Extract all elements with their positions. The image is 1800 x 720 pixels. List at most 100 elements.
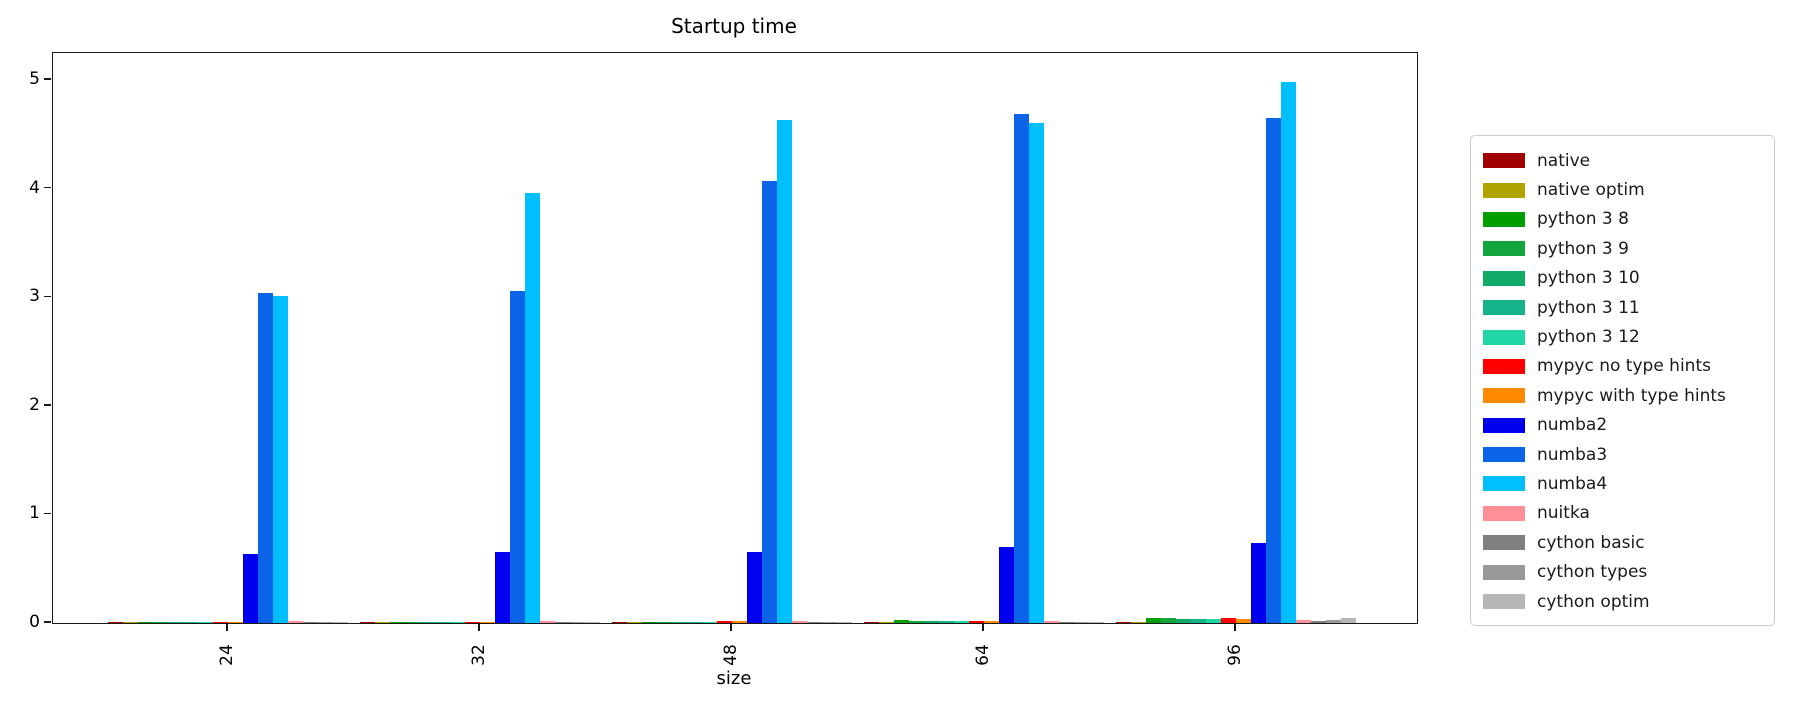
bar-python-3-12-96 xyxy=(1206,618,1221,623)
bar-native-optim-32 xyxy=(375,622,390,623)
y-tick-label: 4 xyxy=(29,177,40,198)
legend-label: native optim xyxy=(1537,180,1645,201)
legend-label: python 3 9 xyxy=(1537,238,1629,259)
bar-numba3-48 xyxy=(762,181,777,623)
legend-label: python 3 11 xyxy=(1537,297,1640,318)
legend-label: mypyc with type hints xyxy=(1537,385,1726,406)
legend-label: numba2 xyxy=(1537,415,1608,436)
legend-label: numba3 xyxy=(1537,444,1608,465)
legend-item-mypyc-no-type-hints: mypyc no type hints xyxy=(1483,352,1774,381)
bar-numba2-96 xyxy=(1251,542,1266,623)
bar-numba3-64 xyxy=(1014,113,1029,623)
bar-python-3-9-24 xyxy=(153,621,168,623)
bar-cython-types-32 xyxy=(570,622,585,623)
legend-item-numba3: numba3 xyxy=(1483,440,1774,469)
x-tick-label: 64 xyxy=(973,644,993,666)
legend-label: python 3 10 xyxy=(1537,268,1640,289)
x-tick-mark xyxy=(730,623,732,631)
bar-cython-types-24 xyxy=(318,622,333,623)
y-tick-mark xyxy=(44,621,51,623)
bar-python-3-10-64 xyxy=(924,620,939,623)
bar-mypyc-no-type-hints-48 xyxy=(717,621,732,623)
legend-item-python-3-11: python 3 11 xyxy=(1483,293,1774,322)
bar-numba2-48 xyxy=(747,552,762,623)
legend-label: numba4 xyxy=(1537,473,1608,494)
legend-item-numba4: numba4 xyxy=(1483,469,1774,498)
bar-cython-types-48 xyxy=(822,622,837,623)
bar-native-64 xyxy=(864,621,879,623)
legend-label: native xyxy=(1537,150,1591,171)
legend-swatch-icon xyxy=(1483,329,1525,345)
bar-cython-optim-64 xyxy=(1089,621,1104,623)
legend-item-cython-types: cython types xyxy=(1483,557,1774,586)
bar-mypyc-with-type-hints-48 xyxy=(732,621,747,623)
y-tick-label: 5 xyxy=(29,69,40,90)
bar-nuitka-48 xyxy=(792,621,807,623)
bar-native-optim-96 xyxy=(1131,621,1146,623)
bar-numba4-32 xyxy=(525,193,540,623)
bar-cython-basic-48 xyxy=(807,622,822,623)
legend-item-cython-optim: cython optim xyxy=(1483,587,1774,616)
bar-numba4-48 xyxy=(777,120,792,623)
bar-python-3-10-24 xyxy=(168,621,183,623)
legend-label: python 3 8 xyxy=(1537,209,1629,230)
bar-cython-basic-24 xyxy=(303,622,318,623)
legend-swatch-icon xyxy=(1483,182,1525,198)
bar-cython-basic-32 xyxy=(555,622,570,623)
y-tick-label: 2 xyxy=(29,394,40,415)
legend-swatch-icon xyxy=(1483,211,1525,227)
legend-item-python-3-9: python 3 9 xyxy=(1483,234,1774,263)
bar-python-3-9-64 xyxy=(909,620,924,623)
bar-mypyc-with-type-hints-96 xyxy=(1236,618,1251,623)
chart-title: Startup time xyxy=(671,14,797,38)
plot-area xyxy=(52,52,1418,624)
x-tick-label: 24 xyxy=(217,644,237,666)
bar-cython-basic-64 xyxy=(1059,621,1074,623)
legend-swatch-icon xyxy=(1483,447,1525,463)
bar-native-32 xyxy=(360,622,375,623)
x-tick-label: 96 xyxy=(1225,644,1245,666)
legend-item-native-optim: native optim xyxy=(1483,175,1774,204)
y-tick-mark xyxy=(44,78,51,80)
legend-item-python-3-12: python 3 12 xyxy=(1483,322,1774,351)
bar-python-3-11-32 xyxy=(435,621,450,623)
legend-item-mypyc-with-type-hints: mypyc with type hints xyxy=(1483,381,1774,410)
bar-python-3-9-32 xyxy=(405,621,420,623)
legend-item-nuitka: nuitka xyxy=(1483,499,1774,528)
x-tick-mark xyxy=(982,623,984,631)
bar-numba2-64 xyxy=(999,547,1014,623)
bar-cython-types-64 xyxy=(1074,621,1089,623)
bar-mypyc-no-type-hints-96 xyxy=(1221,617,1236,623)
bar-mypyc-no-type-hints-24 xyxy=(213,621,228,623)
bar-native-optim-24 xyxy=(123,622,138,623)
bar-cython-types-96 xyxy=(1326,619,1341,623)
bar-nuitka-24 xyxy=(288,621,303,623)
bar-python-3-11-96 xyxy=(1191,618,1206,623)
bar-native-24 xyxy=(108,622,123,623)
bar-native-48 xyxy=(612,622,627,623)
bar-cython-optim-48 xyxy=(837,622,852,623)
bar-python-3-8-32 xyxy=(390,621,405,623)
bar-numba4-24 xyxy=(273,296,288,623)
bar-python-3-9-96 xyxy=(1161,618,1176,623)
legend-label: mypyc no type hints xyxy=(1537,356,1711,377)
x-tick-mark xyxy=(226,623,228,631)
bar-python-3-12-64 xyxy=(954,620,969,623)
legend-label: nuitka xyxy=(1537,503,1590,524)
legend-label: cython types xyxy=(1537,562,1648,583)
legend-swatch-icon xyxy=(1483,476,1525,492)
legend-item-cython-basic: cython basic xyxy=(1483,528,1774,557)
legend-label: cython optim xyxy=(1537,591,1650,612)
bar-nuitka-32 xyxy=(540,621,555,623)
bar-numba4-64 xyxy=(1029,122,1044,623)
bar-python-3-12-24 xyxy=(198,621,213,623)
y-tick-mark xyxy=(44,186,51,189)
x-tick-label: 32 xyxy=(469,644,489,666)
x-axis-label: size xyxy=(716,668,752,689)
bar-cython-optim-32 xyxy=(585,622,600,623)
legend-swatch-icon xyxy=(1483,594,1525,610)
legend-label: python 3 12 xyxy=(1537,327,1640,348)
bar-nuitka-96 xyxy=(1296,619,1311,623)
bar-python-3-8-64 xyxy=(894,620,909,623)
bar-python-3-9-48 xyxy=(657,621,672,623)
